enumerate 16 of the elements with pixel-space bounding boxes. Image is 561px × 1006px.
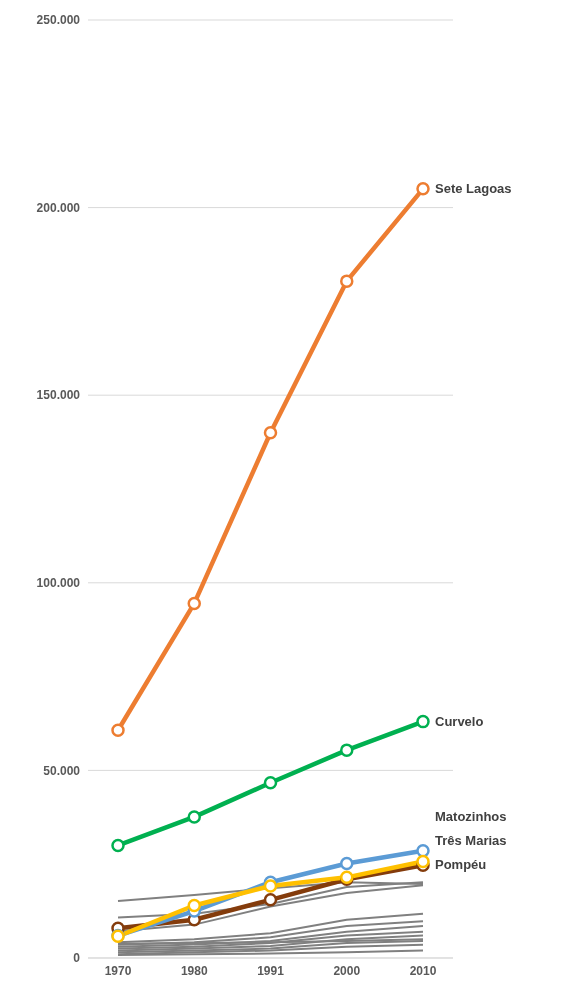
x-tick-label: 2000 <box>333 963 361 978</box>
y-tick-label: 50.000 <box>43 763 81 778</box>
series-label: Três Marias <box>435 833 507 849</box>
y-tick-label: 100.000 <box>36 576 81 591</box>
series-label: Curvelo <box>435 713 484 729</box>
x-tick-label: 1970 <box>104 963 132 978</box>
x-tick-label: 2010 <box>409 963 437 978</box>
x-tick-label: 1980 <box>180 963 208 978</box>
y-tick-label: 200.000 <box>36 200 81 215</box>
y-tick-label: 250.000 <box>36 13 81 28</box>
series-label: Sete Lagoas <box>435 180 512 196</box>
x-tick-label: 1991 <box>257 963 285 978</box>
series-label: Matozinhos <box>435 809 507 825</box>
y-tick-label: 0 <box>73 951 81 966</box>
y-tick-label: 150.000 <box>36 388 81 403</box>
series-label: Pompéu <box>435 857 487 873</box>
